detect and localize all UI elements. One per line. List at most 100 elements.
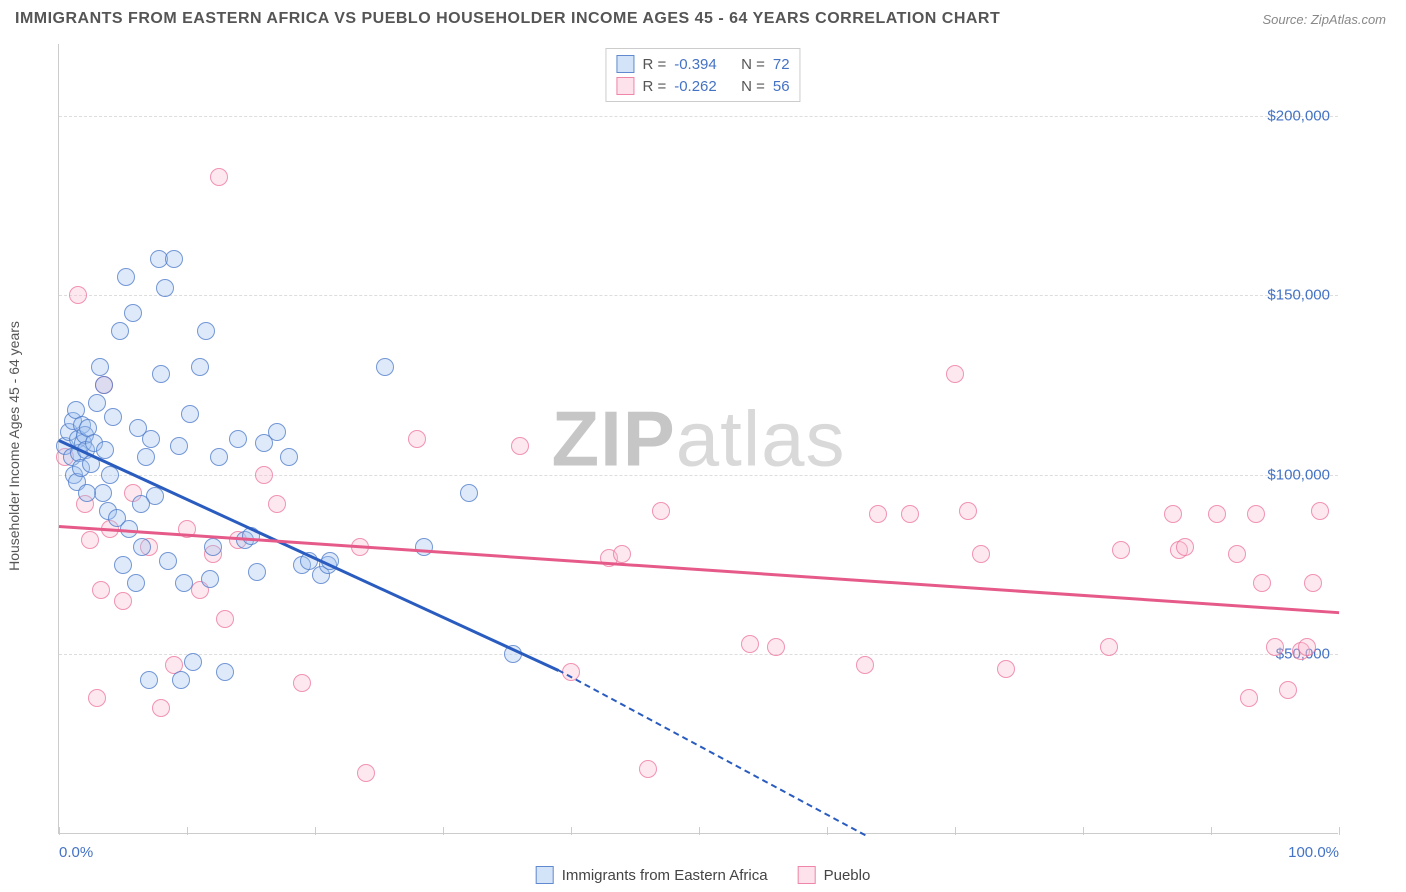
data-point (869, 505, 887, 523)
data-point (184, 653, 202, 671)
data-point (511, 437, 529, 455)
gridline (59, 295, 1338, 296)
data-point (408, 430, 426, 448)
data-point (172, 671, 190, 689)
data-point (159, 552, 177, 570)
data-point (140, 671, 158, 689)
data-point (81, 531, 99, 549)
legend-label-b: Pueblo (824, 867, 871, 884)
data-point (248, 563, 266, 581)
n-label-b: N = (741, 78, 765, 95)
data-point (229, 430, 247, 448)
data-point (652, 502, 670, 520)
data-point (175, 574, 193, 592)
data-point (204, 538, 222, 556)
data-point (1304, 574, 1322, 592)
x-tick (443, 827, 444, 835)
legend-item-a: Immigrants from Eastern Africa (536, 866, 768, 884)
r-label-b: R = (642, 78, 666, 95)
gridline (59, 475, 1338, 476)
x-tick (315, 827, 316, 835)
data-point (137, 448, 155, 466)
data-point (1240, 689, 1258, 707)
data-point (1247, 505, 1265, 523)
plot-area: ZIPatlas $50,000$100,000$150,000$200,000… (58, 44, 1338, 834)
data-point (255, 466, 273, 484)
data-point (78, 484, 96, 502)
data-point (94, 484, 112, 502)
data-point (1266, 638, 1284, 656)
data-point (114, 556, 132, 574)
data-point (127, 574, 145, 592)
data-point (1279, 681, 1297, 699)
trend-line (558, 669, 866, 836)
x-tick (1339, 827, 1340, 835)
data-point (124, 304, 142, 322)
data-point (997, 660, 1015, 678)
data-point (741, 635, 759, 653)
source-label: Source: ZipAtlas.com (1262, 12, 1386, 27)
data-point (210, 448, 228, 466)
data-point (357, 764, 375, 782)
data-point (1311, 502, 1329, 520)
x-tick-label: 0.0% (59, 844, 93, 861)
data-point (156, 279, 174, 297)
data-point (142, 430, 160, 448)
data-point (91, 358, 109, 376)
data-point (96, 441, 114, 459)
gridline (59, 654, 1338, 655)
x-tick (1211, 827, 1212, 835)
n-label: N = (741, 56, 765, 73)
data-point (1228, 545, 1246, 563)
x-tick (187, 827, 188, 835)
data-point (92, 581, 110, 599)
data-point (101, 466, 119, 484)
data-point (104, 408, 122, 426)
r-label: R = (642, 56, 666, 73)
data-point (152, 699, 170, 717)
data-point (152, 365, 170, 383)
data-point (1176, 538, 1194, 556)
data-point (268, 495, 286, 513)
data-point (901, 505, 919, 523)
data-point (210, 168, 228, 186)
x-tick (827, 827, 828, 835)
legend-series: Immigrants from Eastern Africa Pueblo (536, 866, 871, 884)
r-value-a: -0.394 (674, 56, 717, 73)
watermark-light: atlas (676, 394, 846, 482)
legend-item-b: Pueblo (798, 866, 871, 884)
data-point (133, 538, 151, 556)
data-point (972, 545, 990, 563)
data-point (946, 365, 964, 383)
legend-label-a: Immigrants from Eastern Africa (562, 867, 768, 884)
data-point (1298, 638, 1316, 656)
data-point (460, 484, 478, 502)
x-tick (59, 827, 60, 835)
data-point (216, 663, 234, 681)
y-tick-label: $150,000 (1267, 287, 1330, 304)
data-point (1253, 574, 1271, 592)
data-point (88, 394, 106, 412)
watermark: ZIPatlas (551, 393, 845, 484)
n-value-b: 56 (773, 78, 790, 95)
data-point (114, 592, 132, 610)
swatch-pink-icon (798, 866, 816, 884)
legend-stats-row-b: R = -0.262 N = 56 (616, 75, 789, 97)
data-point (88, 689, 106, 707)
x-tick (1083, 827, 1084, 835)
n-value-a: 72 (773, 56, 790, 73)
data-point (415, 538, 433, 556)
data-point (197, 322, 215, 340)
y-tick-label: $200,000 (1267, 107, 1330, 124)
data-point (132, 495, 150, 513)
data-point (170, 437, 188, 455)
x-tick (571, 827, 572, 835)
data-point (191, 358, 209, 376)
data-point (95, 376, 113, 394)
data-point (1208, 505, 1226, 523)
swatch-pink-icon (616, 77, 634, 95)
data-point (201, 570, 219, 588)
data-point (767, 638, 785, 656)
swatch-blue-icon (616, 55, 634, 73)
gridline (59, 116, 1338, 117)
